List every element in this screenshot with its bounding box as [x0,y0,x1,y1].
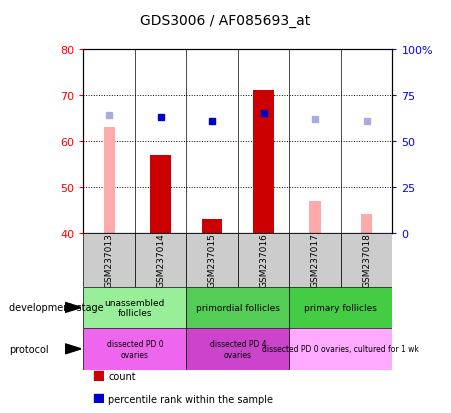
Text: dissected PD 0
ovaries: dissected PD 0 ovaries [106,339,163,358]
Bar [186,328,290,370]
Bar [253,91,274,233]
Text: count: count [108,371,136,381]
Bar [309,201,321,233]
Bar [341,233,392,287]
Text: GSM237017: GSM237017 [311,233,320,287]
Bar [290,328,392,370]
Bar [150,155,171,233]
Text: dissected PD 0 ovaries, cultured for 1 wk: dissected PD 0 ovaries, cultured for 1 w… [262,344,419,354]
Bar [290,287,392,328]
Bar [94,372,102,380]
Polygon shape [65,303,81,313]
Bar [83,287,186,328]
Text: protocol: protocol [9,344,49,354]
Text: primary follicles: primary follicles [304,303,377,312]
Text: development stage: development stage [9,303,104,313]
Bar [83,233,135,287]
Text: GSM237013: GSM237013 [105,233,114,287]
Text: unassembled
follicles: unassembled follicles [105,298,165,317]
Text: percentile rank within the sample: percentile rank within the sample [108,394,273,404]
Text: primordial follicles: primordial follicles [196,303,280,312]
Bar [104,128,115,233]
Bar [83,328,186,370]
Text: dissected PD 4
ovaries: dissected PD 4 ovaries [210,339,266,358]
Text: GSM237015: GSM237015 [207,233,216,287]
Bar [94,394,102,402]
Bar [361,215,372,233]
Text: GSM237018: GSM237018 [362,233,371,287]
Text: GSM237016: GSM237016 [259,233,268,287]
Bar [258,119,269,233]
Bar [202,220,222,233]
Bar [186,287,290,328]
Bar [135,233,186,287]
Text: GDS3006 / AF085693_at: GDS3006 / AF085693_at [140,14,311,28]
Bar [238,233,290,287]
Bar [186,233,238,287]
Text: GSM237014: GSM237014 [156,233,165,287]
Bar [290,233,341,287]
Polygon shape [65,344,81,354]
